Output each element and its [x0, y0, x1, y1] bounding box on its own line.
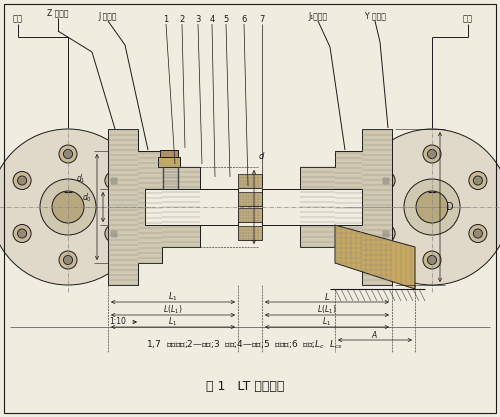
Circle shape [59, 251, 77, 269]
Text: $d_0$: $d_0$ [82, 192, 92, 204]
Text: 3: 3 [196, 15, 200, 23]
Text: 标志: 标志 [463, 15, 473, 23]
Circle shape [40, 179, 96, 235]
Circle shape [382, 229, 390, 238]
Polygon shape [335, 225, 415, 289]
Circle shape [18, 176, 26, 185]
Text: 图 1   LT 型联轴器: 图 1 LT 型联轴器 [206, 380, 284, 394]
Bar [238, 226, 262, 240]
Text: Z 型轴孔: Z 型轴孔 [47, 8, 69, 18]
Bar [238, 192, 262, 206]
Circle shape [474, 229, 482, 238]
Circle shape [474, 176, 482, 185]
Text: $L_1$: $L_1$ [168, 316, 177, 328]
Circle shape [423, 251, 441, 269]
Circle shape [13, 224, 31, 243]
Circle shape [354, 129, 500, 285]
Text: 4: 4 [210, 15, 214, 23]
Circle shape [0, 129, 146, 285]
Bar [238, 208, 262, 222]
Text: 1:10: 1:10 [110, 317, 126, 327]
Circle shape [18, 229, 26, 238]
Text: $L$: $L$ [324, 291, 330, 302]
Circle shape [382, 176, 390, 185]
Text: 1,7  半联轴器;2—螺母;3  松圈;4—挡圈;5  弹性套;6  柱销;$L_c$  $L_{cs}$: 1,7 半联轴器;2—螺母;3 松圈;4—挡圈;5 弹性套;6 柱销;$L_c$… [146, 339, 344, 351]
Text: 5: 5 [224, 15, 228, 23]
Circle shape [59, 145, 77, 163]
Polygon shape [262, 129, 392, 285]
Circle shape [377, 224, 395, 243]
Circle shape [423, 145, 441, 163]
Text: $A$: $A$ [372, 329, 378, 341]
Text: J 型轴孔: J 型轴孔 [99, 12, 117, 20]
Circle shape [52, 191, 84, 223]
Text: 2: 2 [180, 15, 184, 23]
Circle shape [377, 171, 395, 189]
Text: D: D [446, 202, 454, 212]
Circle shape [13, 171, 31, 189]
Text: $L_1$: $L_1$ [168, 291, 178, 303]
Text: Y 型轴孔: Y 型轴孔 [364, 12, 386, 20]
Bar [158, 157, 180, 167]
Circle shape [469, 171, 487, 189]
Circle shape [105, 224, 123, 243]
Circle shape [404, 179, 460, 235]
Text: 6: 6 [242, 15, 246, 23]
Bar [238, 174, 262, 188]
Text: $L_1$: $L_1$ [322, 316, 332, 328]
Circle shape [110, 176, 118, 185]
Circle shape [428, 150, 436, 158]
Text: 7: 7 [260, 15, 264, 23]
Text: 标志: 标志 [13, 15, 23, 23]
Text: $L(L_1)$: $L(L_1)$ [164, 304, 182, 316]
Text: $L(L_1)$: $L(L_1)$ [318, 304, 336, 316]
Text: J₁型轴孔: J₁型轴孔 [308, 12, 328, 20]
Text: $d_1$: $d_1$ [76, 173, 86, 185]
Circle shape [469, 224, 487, 243]
Bar [145, 189, 238, 225]
Circle shape [110, 229, 118, 238]
Circle shape [64, 150, 72, 158]
Text: 1: 1 [164, 15, 168, 23]
Circle shape [64, 256, 72, 264]
Polygon shape [108, 129, 238, 285]
Circle shape [105, 171, 123, 189]
Bar [262, 189, 362, 225]
Text: $d$: $d$ [258, 150, 266, 161]
Circle shape [416, 191, 448, 223]
Bar [160, 150, 178, 157]
Circle shape [428, 256, 436, 264]
